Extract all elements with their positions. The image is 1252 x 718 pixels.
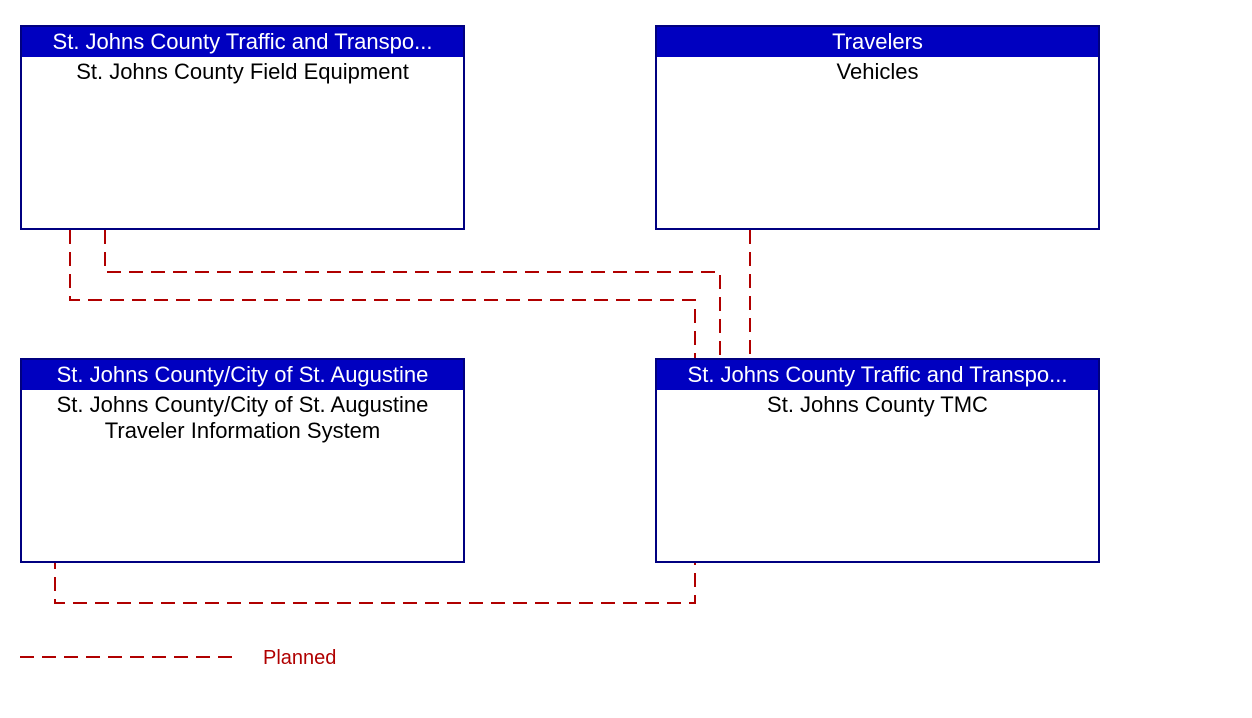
node-traveler-info-system: St. Johns County/City of St. AugustineSt… bbox=[20, 358, 465, 563]
node-vehicles: TravelersVehicles bbox=[655, 25, 1100, 230]
node-header: St. Johns County Traffic and Transpo... bbox=[657, 360, 1098, 390]
legend-label: Planned bbox=[263, 647, 336, 670]
node-body-text: St. Johns County Field Equipment bbox=[72, 59, 413, 85]
node-body: St. Johns County/City of St. Augustine T… bbox=[22, 390, 463, 444]
node-body-text: St. Johns County/City of St. Augustine T… bbox=[22, 392, 463, 444]
node-header: Travelers bbox=[657, 27, 1098, 57]
node-tmc: St. Johns County Traffic and Transpo...S… bbox=[655, 358, 1100, 563]
node-header: St. Johns County Traffic and Transpo... bbox=[22, 27, 463, 57]
node-body-text: Vehicles bbox=[833, 59, 923, 85]
node-body: St. Johns County TMC bbox=[657, 390, 1098, 418]
node-body: St. Johns County Field Equipment bbox=[22, 57, 463, 85]
node-body-text: St. Johns County TMC bbox=[763, 392, 992, 418]
node-field-equipment: St. Johns County Traffic and Transpo...S… bbox=[20, 25, 465, 230]
node-header: St. Johns County/City of St. Augustine bbox=[22, 360, 463, 390]
node-body: Vehicles bbox=[657, 57, 1098, 85]
